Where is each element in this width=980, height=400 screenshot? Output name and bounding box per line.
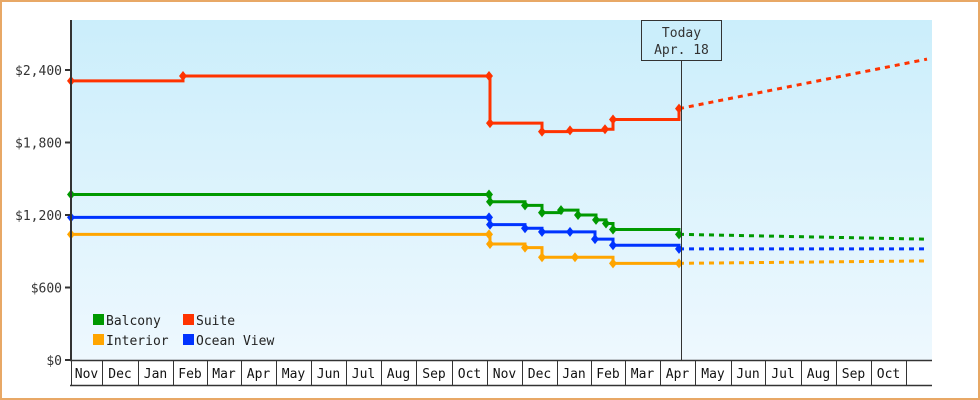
legend-label: Suite [196, 314, 235, 329]
data-point-marker[interactable] [591, 234, 599, 245]
x-tick-label: Jan [562, 367, 585, 382]
x-tick-label: Nov [75, 367, 99, 382]
legend: Balcony Suite Interior Ocean View [93, 314, 274, 349]
x-tick-label: Sep [842, 367, 866, 382]
x-tick-label: Feb [178, 367, 202, 382]
legend-label: Ocean View [196, 334, 274, 349]
data-point-marker[interactable] [486, 118, 494, 129]
x-tick-label: Aug [387, 367, 410, 382]
data-point-marker[interactable] [538, 252, 546, 263]
data-point-marker[interactable] [521, 223, 529, 234]
data-point-marker[interactable] [592, 214, 600, 225]
projection-line [678, 259, 928, 265]
y-tick-label: $1,800 [15, 137, 62, 152]
x-tick-label: Oct [458, 367, 481, 382]
data-point-marker[interactable] [538, 207, 546, 218]
data-point-marker[interactable] [574, 210, 582, 220]
data-point-marker[interactable] [609, 224, 617, 235]
x-tick-label: Nov [493, 367, 517, 382]
data-point-marker[interactable] [571, 252, 579, 263]
data-point-marker[interactable] [485, 189, 493, 200]
plot-area [71, 20, 932, 360]
data-point-marker[interactable] [557, 205, 565, 216]
projection-line [678, 57, 928, 111]
today-marker: Today Apr. 18 [641, 20, 722, 360]
x-axis: Nov Dec Jan Feb Mar Apr May Jun Jul Aug Sep Oct Nov D… [70, 359, 932, 387]
y-tick-label: $1,200 [15, 209, 62, 224]
legend-swatch [183, 314, 194, 325]
data-point-marker[interactable] [486, 196, 494, 207]
data-point-marker[interactable] [521, 242, 529, 253]
x-tick-label: Jun [736, 367, 759, 382]
x-tick-label: Mar [631, 367, 655, 382]
y-tick-label: $2,400 [15, 64, 62, 79]
legend-label: Interior [106, 334, 169, 349]
x-tick-label: Jul [352, 367, 375, 382]
y-tick-label: $600 [31, 282, 62, 297]
legend-item-balcony[interactable]: Balcony [93, 314, 161, 329]
legend-swatch [183, 334, 194, 345]
legend-item-interior[interactable]: Interior [93, 334, 169, 349]
data-point-marker[interactable] [486, 219, 494, 230]
x-tick-label: Jul [771, 367, 794, 382]
today-label: Today [662, 26, 701, 41]
projection-line [678, 232, 928, 241]
data-point-marker[interactable] [485, 212, 493, 223]
x-tick-label: May [282, 367, 306, 382]
legend-swatch [93, 334, 104, 345]
data-point-marker[interactable] [566, 125, 574, 136]
legend-item-suite[interactable]: Suite [183, 314, 235, 329]
x-tick-label: Oct [877, 367, 900, 382]
data-point-marker[interactable] [521, 200, 529, 211]
data-point-marker[interactable] [486, 239, 494, 249]
x-tick-label: Sep [422, 367, 446, 382]
data-point-marker[interactable] [538, 126, 546, 137]
data-point-marker[interactable] [601, 124, 609, 135]
y-tick-label: $0 [46, 354, 62, 369]
x-tick-label: Feb [596, 367, 620, 382]
y-axis: $0 $600 $1,200 $1,800 $2,400 [15, 20, 72, 369]
data-point-marker[interactable] [538, 226, 546, 237]
data-point-marker[interactable] [485, 71, 493, 82]
x-tick-label: Aug [807, 367, 830, 382]
x-tick-label: Jan [144, 367, 167, 382]
legend-item-ocean-view[interactable]: Ocean View [183, 334, 274, 349]
x-tick-label: Apr [247, 367, 271, 382]
data-point-marker[interactable] [602, 218, 610, 229]
legend-swatch [93, 314, 104, 325]
x-tick-label: Dec [108, 367, 131, 382]
data-point-marker[interactable] [609, 114, 617, 125]
x-tick-label: Mar [212, 367, 236, 382]
x-tick-label: May [701, 367, 725, 382]
x-tick-label: Jun [317, 367, 340, 382]
legend-label: Balcony [106, 314, 161, 329]
data-point-marker[interactable] [485, 229, 493, 240]
data-point-marker[interactable] [179, 71, 187, 82]
x-tick-label: Apr [666, 367, 690, 382]
today-date: Apr. 18 [654, 43, 709, 58]
data-point-marker[interactable] [566, 226, 574, 237]
data-point-marker[interactable] [609, 258, 617, 269]
data-point-marker[interactable] [609, 240, 617, 251]
x-tick-label: Dec [528, 367, 551, 382]
